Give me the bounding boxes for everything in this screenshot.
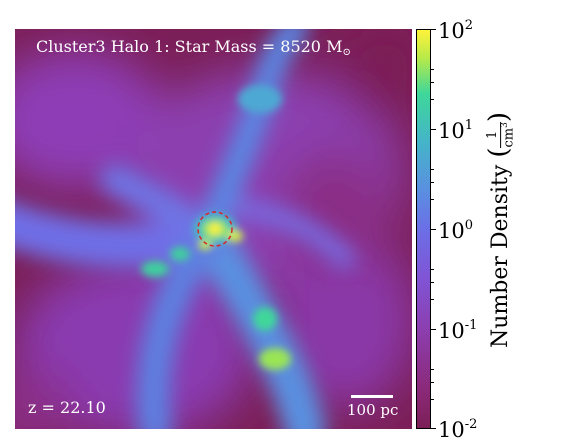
colorbar — [416, 29, 431, 429]
colorbar-tick-label: 101 — [438, 118, 474, 143]
colorbar-major-tick — [431, 129, 436, 130]
colorbar-minor-tick — [431, 282, 434, 283]
colorbar-minor-tick — [431, 182, 434, 183]
dense-clumps — [141, 85, 291, 370]
colorbar-minor-tick — [431, 269, 434, 270]
halo-marker-circle — [197, 211, 233, 247]
plot-title: Cluster3 Halo 1: Star Mass = 8520 M⊙ — [36, 37, 351, 58]
colorbar-minor-tick — [431, 382, 434, 383]
colorbar-minor-tick — [431, 299, 434, 300]
colorbar-minor-tick — [431, 82, 434, 83]
density-projection-panel: Cluster3 Halo 1: Star Mass = 8520 M⊙ z =… — [15, 29, 412, 429]
scale-bar-label: 100 pc — [347, 401, 399, 419]
redshift-label: z = 22.10 — [28, 398, 106, 417]
diffuse-gas — [15, 29, 412, 429]
colorbar-tick-label: 10-1 — [438, 318, 478, 343]
colorbar-major-tick — [431, 329, 436, 330]
colorbar-major-tick — [431, 229, 436, 230]
colorbar-minor-tick — [431, 369, 434, 370]
colorbar-tick-label: 100 — [438, 218, 474, 243]
colorbar-major-tick — [431, 428, 436, 429]
colorbar-tick-label: 102 — [438, 18, 474, 43]
colorbar-minor-tick — [431, 399, 434, 400]
density-map — [15, 29, 412, 429]
colorbar-minor-tick — [431, 69, 434, 70]
colorbar-tick-label: 10-2 — [438, 417, 478, 442]
colorbar-minor-tick — [431, 99, 434, 100]
scale-bar — [351, 395, 393, 398]
colorbar-major-tick — [431, 29, 436, 30]
colorbar-minor-tick — [431, 169, 434, 170]
colorbar-axis-title: Number Density (1 cm3) — [484, 112, 517, 348]
colorbar-minor-tick — [431, 199, 434, 200]
